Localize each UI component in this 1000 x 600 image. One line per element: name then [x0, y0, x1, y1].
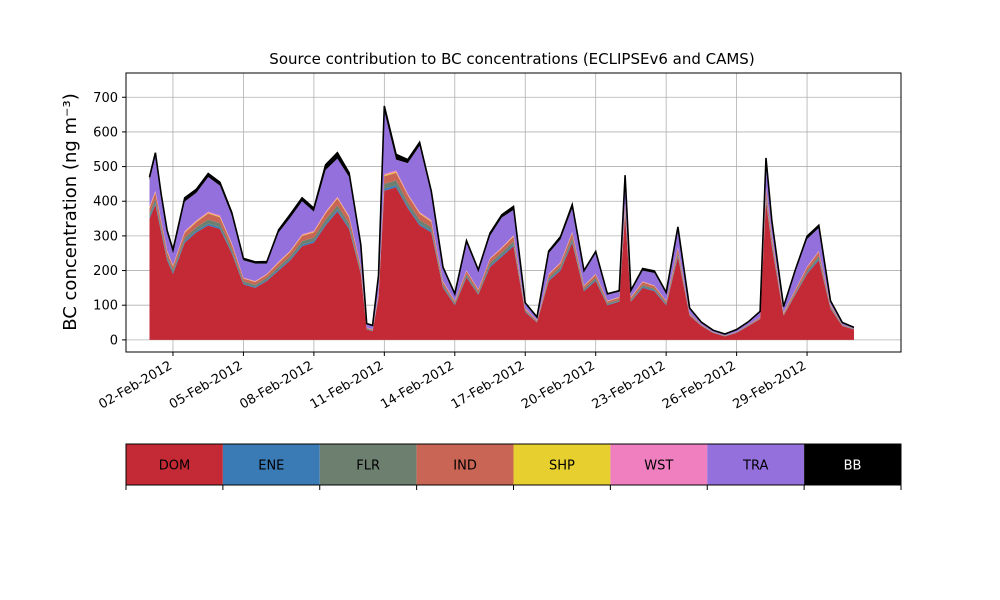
y-tick-label: 400: [93, 195, 118, 210]
legend-label-dom: DOM: [159, 459, 190, 474]
legend-label-wst: WST: [644, 459, 673, 474]
y-tick-label: 0: [110, 333, 118, 348]
y-tick-label: 300: [93, 229, 118, 244]
x-tick-label: 11-Feb-2012: [308, 358, 387, 412]
x-tick-label: 05-Feb-2012: [167, 358, 246, 412]
area-tra: [149, 111, 854, 336]
x-axis: 02-Feb-201205-Feb-201208-Feb-201211-Feb-…: [96, 352, 809, 412]
total-line-group: [148, 105, 855, 335]
legend-swatch-shp: [513, 444, 611, 485]
legend-swatch-wst: [610, 444, 708, 485]
area-flr: [149, 180, 854, 337]
legend-label-ind: IND: [453, 459, 477, 474]
y-tick-label: 100: [93, 299, 118, 314]
legend-swatch-tra: [707, 444, 805, 485]
y-tick-label: 500: [93, 160, 118, 175]
x-tick-label: 23-Feb-2012: [590, 358, 669, 412]
stacked-areas: [149, 105, 854, 340]
legend-label-flr: FLR: [356, 459, 380, 474]
area-wst: [149, 170, 854, 336]
legend-swatch-ind: [416, 444, 514, 485]
legend-swatch-flr: [319, 444, 417, 485]
x-tick-label: 14-Feb-2012: [378, 358, 457, 412]
chart-title: Source contribution to BC concentrations…: [269, 50, 754, 68]
x-tick-label: 20-Feb-2012: [519, 358, 598, 412]
area-shp: [149, 171, 854, 336]
area-dom: [149, 187, 854, 340]
legend-swatch-dom: [126, 444, 223, 485]
x-tick-label: 26-Feb-2012: [660, 358, 739, 412]
legend-label-shp: SHP: [549, 459, 575, 474]
legend: DOM ENE FLR IND SHP WST TRA BB: [125, 443, 902, 490]
y-tick-label: 600: [93, 125, 118, 140]
legend-swatch-bb: [804, 444, 901, 485]
legend-label-tra: TRA: [742, 459, 768, 474]
total-line: [148, 105, 855, 335]
y-tick-label: 200: [93, 264, 118, 279]
legend-label-ene: ENE: [258, 459, 284, 474]
x-tick-label: 08-Feb-2012: [237, 358, 316, 412]
y-tick-label: 700: [93, 91, 118, 106]
legend-swatch-ene: [222, 444, 320, 485]
y-axis: 0 100 200 300 400 500 600 700: [93, 91, 126, 348]
y-axis-label: BC concentration (ng m⁻³): [60, 93, 81, 331]
legend-label-bb: BB: [844, 459, 862, 474]
plot-frame: [125, 72, 902, 353]
x-tick-label: 17-Feb-2012: [449, 358, 528, 412]
x-tick-label: 02-Feb-2012: [96, 358, 175, 412]
area-ind: [149, 172, 854, 336]
x-tick-label: 29-Feb-2012: [731, 358, 810, 412]
